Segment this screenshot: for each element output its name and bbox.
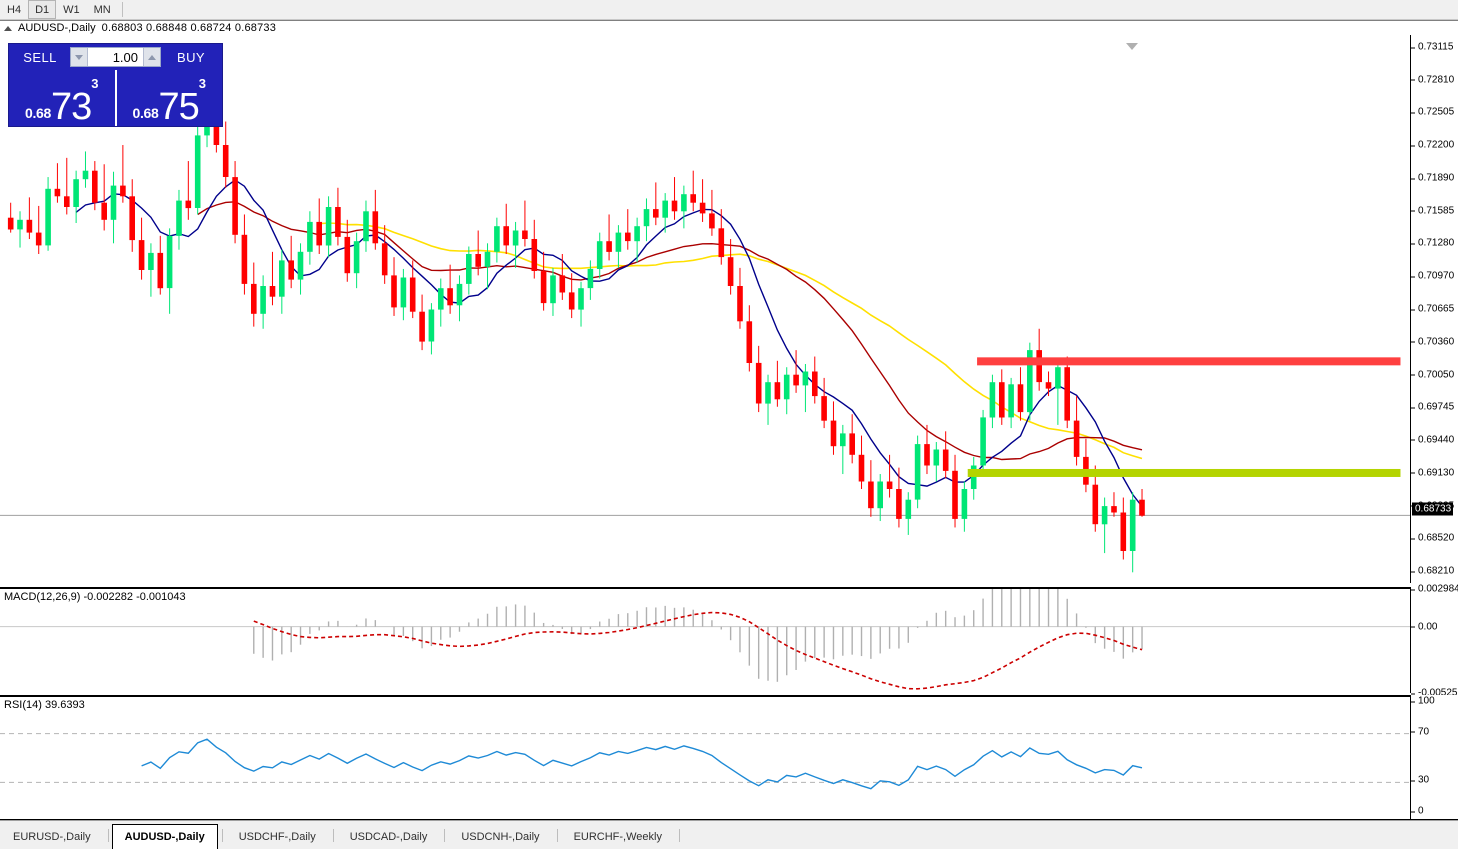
volume-increase-button[interactable] [143, 48, 160, 66]
trade-panel-prices: 0.68 73 3 0.68 75 3 [9, 70, 222, 126]
price-tick: 0.70970 [1411, 271, 1454, 282]
volume-decrease-button[interactable] [71, 48, 88, 66]
volume-stepper[interactable]: 1.00 [70, 47, 161, 67]
chart-tab-label: EURCHF-,Weekly [573, 831, 662, 843]
price-tick: 0.69440 [1411, 434, 1454, 445]
price-tick: 0.73115 [1411, 42, 1453, 53]
rsi-chart [0, 733, 1410, 790]
price-tick: 0.72200 [1411, 140, 1454, 151]
pane-collapse-icon[interactable] [1126, 43, 1138, 50]
chart-tab-usdcnh[interactable]: USDCNH-,Daily [448, 824, 552, 849]
timeframe-label: D1 [35, 3, 50, 16]
tab-divider [556, 829, 558, 842]
chart-tab-usdchf[interactable]: USDCHF-,Daily [226, 824, 329, 849]
chart-tabbar: EURUSD-,Daily AUDUSD-,Daily USDCHF-,Daily U… [0, 820, 1458, 849]
current-price-tag: 0.68733 [1412, 502, 1454, 516]
chart-tab-audusd[interactable]: AUDUSD-,Daily [111, 824, 218, 849]
timeframe-button-d1[interactable]: D1 [28, 0, 57, 19]
timeframe-label: W1 [63, 3, 80, 16]
sell-price-fraction: 3 [91, 76, 99, 91]
price-tick: 0.68520 [1411, 533, 1454, 544]
price-tick: 0.72505 [1411, 107, 1454, 118]
symbol-ohlc: 0.68803 0.68848 0.68724 0.68733 [101, 22, 277, 34]
chart-tab-eurchf[interactable]: EURCHF-,Weekly [561, 824, 675, 849]
price-tick: 0.69130 [1411, 467, 1454, 478]
chevron-down-icon [75, 54, 83, 60]
candlestick-chart [0, 89, 1410, 573]
macd-tick: -0.005256 [1411, 688, 1458, 699]
price-tick: 0.72810 [1411, 74, 1454, 85]
price-tick: 0.70665 [1411, 304, 1454, 315]
rsi-tick: 70 [1411, 726, 1429, 737]
buy-button[interactable]: 0.68 75 3 [114, 70, 223, 128]
price-tick: 0.71585 [1411, 205, 1454, 216]
price-tick: 0.70050 [1411, 369, 1454, 380]
macd-label: MACD(12,26,9) -0.002282 -0.001043 [4, 591, 186, 603]
price-tick: 0.68210 [1411, 566, 1454, 577]
sell-label: SELL [23, 49, 57, 65]
rsi-tick: 30 [1411, 775, 1429, 786]
sell-button[interactable]: 0.68 73 3 [9, 70, 115, 126]
one-click-trading-panel[interactable]: SELL 1.00 BUY 0.68 73 3 [8, 43, 223, 127]
buy-label: BUY [177, 49, 205, 65]
symbol-name: AUDUSD-,Daily [18, 22, 96, 34]
rsi-tick: 0 [1411, 806, 1424, 817]
chart-tab-label: EURUSD-,Daily [13, 831, 91, 843]
rsi-pane[interactable]: RSI(14) 39.6393 [0, 695, 1410, 819]
buy-price-fraction: 3 [198, 76, 207, 91]
timeframe-label: MN [93, 3, 111, 16]
trade-panel-controls: SELL 1.00 BUY [9, 44, 222, 70]
chart-tab-label: USDCNH-,Daily [461, 831, 540, 843]
chart-area: AUDUSD-,Daily 0.68803 0.68848 0.68724 0.… [0, 20, 1458, 841]
rsi-label: RSI(14) 39.6393 [4, 699, 85, 711]
chart-tab-eurusd[interactable]: EURUSD-,Daily [0, 824, 104, 849]
buy-price-prefix: 0.68 [132, 105, 159, 121]
volume-input[interactable]: 1.00 [88, 48, 143, 66]
price-scale[interactable]: 0.73115 0.72810 0.72505 0.72200 0.71890 0.715… [1410, 35, 1458, 583]
chart-tab-label: AUDUSD-,Daily [124, 831, 205, 843]
rsi-scale[interactable]: 100 70 30 0 [1410, 695, 1458, 819]
timeframe-button-w1[interactable]: W1 [56, 0, 87, 19]
timeframe-toolbar: H4 D1 W1 MN [0, 0, 1458, 20]
tab-divider [678, 829, 680, 842]
symbol-header: AUDUSD-,Daily 0.68803 0.68848 0.68724 0.… [0, 21, 276, 35]
price-pane[interactable] [0, 35, 1410, 583]
tab-divider [444, 829, 446, 842]
macd-pane[interactable]: MACD(12,26,9) -0.002282 -0.001043 [0, 587, 1410, 693]
chart-tab-label: USDCHF-,Daily [238, 831, 316, 843]
price-tick: 0.71280 [1411, 238, 1454, 249]
toolbar-divider [121, 2, 123, 17]
timeframe-button-mn[interactable]: MN [87, 0, 118, 19]
collapse-caret-icon[interactable] [4, 25, 12, 31]
macd-tick: 0.002984 [1411, 584, 1458, 595]
chevron-up-icon [148, 54, 156, 60]
tab-divider [221, 829, 223, 842]
buy-price-big: 75 [158, 85, 200, 128]
price-tick: 0.71890 [1411, 173, 1454, 184]
chart-tab-label: USDCAD-,Daily [349, 831, 428, 843]
timeframe-button-h4[interactable]: H4 [0, 0, 28, 19]
timeframe-label: H4 [7, 3, 22, 16]
sell-price-prefix: 0.68 [24, 105, 52, 121]
price-tick: 0.69745 [1411, 402, 1454, 413]
price-tick: 0.70360 [1411, 336, 1454, 347]
chart-tab-usdcad[interactable]: USDCAD-,Daily [337, 824, 441, 849]
tab-divider [332, 829, 334, 842]
macd-chart [0, 589, 1410, 690]
sell-price-big: 73 [51, 85, 92, 128]
rsi-tick: 100 [1411, 696, 1435, 707]
macd-scale[interactable]: 0.002984 0.00 -0.005256 [1410, 584, 1458, 699]
macd-tick: 0.00 [1411, 621, 1437, 632]
tab-divider [107, 829, 109, 842]
